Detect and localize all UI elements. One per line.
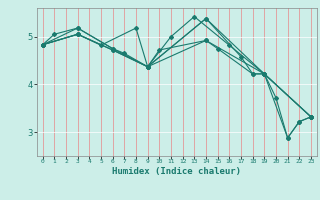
X-axis label: Humidex (Indice chaleur): Humidex (Indice chaleur) — [112, 167, 241, 176]
